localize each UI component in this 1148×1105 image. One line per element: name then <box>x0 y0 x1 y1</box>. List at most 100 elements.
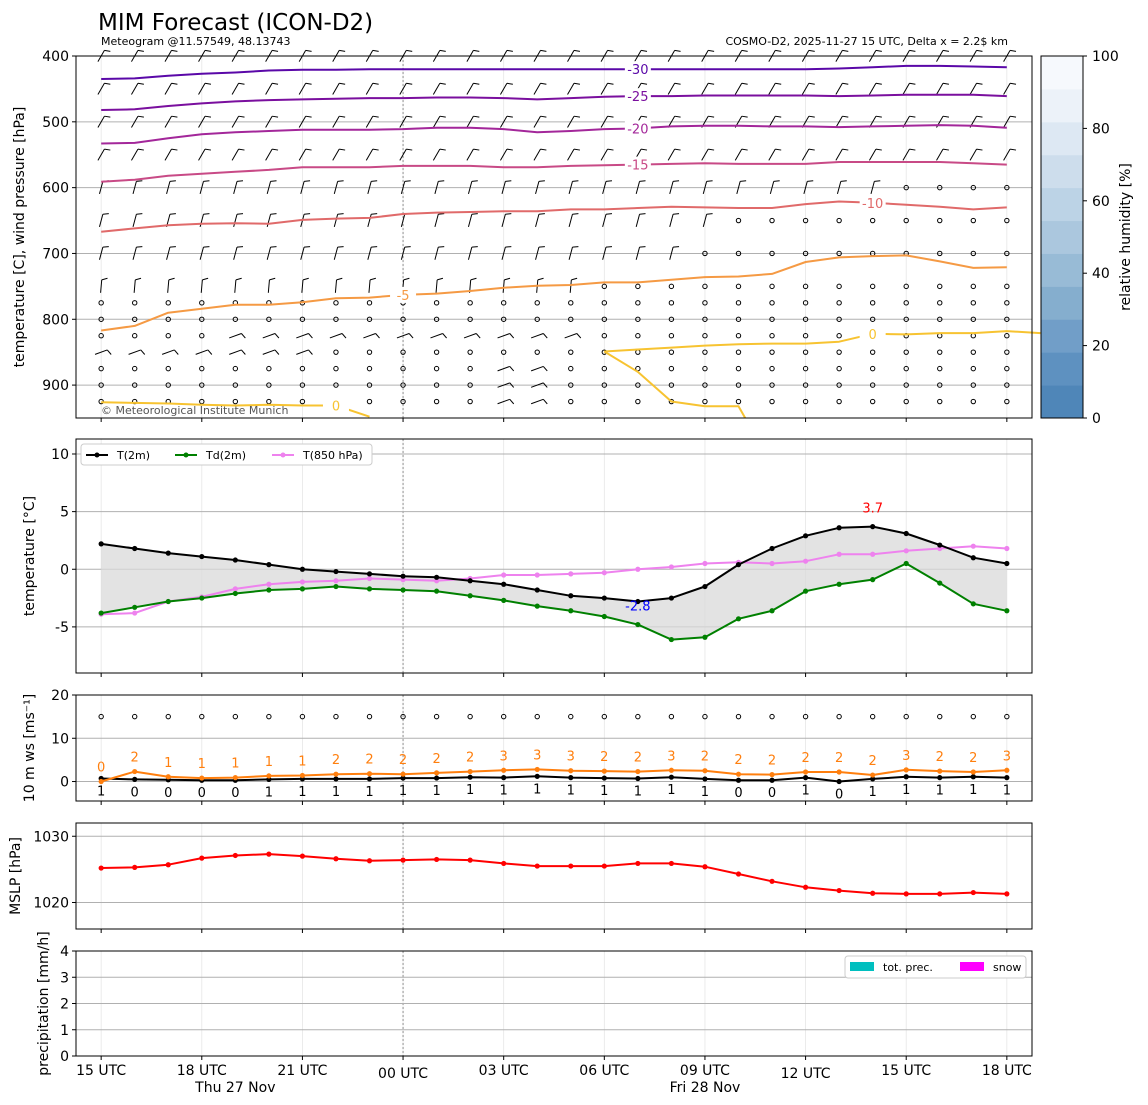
wind-direction-marker <box>836 713 842 720</box>
wind-barb-feather <box>304 180 311 182</box>
gust-value-label: 2 <box>432 752 440 767</box>
legend-label: T(850 hPa) <box>302 449 363 462</box>
wind-barb-shaft <box>497 382 510 388</box>
wind-barb-feather <box>438 213 445 215</box>
wind-barb-shaft <box>870 181 875 195</box>
colorbar-segment <box>1041 352 1083 386</box>
wind-barb <box>329 333 347 339</box>
wind-barb <box>128 349 146 355</box>
wind-barb <box>669 213 680 227</box>
wind-series-point <box>534 766 540 773</box>
calm-wind-marker <box>836 250 842 257</box>
calm-wind-marker <box>299 398 306 405</box>
wind-barb-feather <box>140 349 146 355</box>
calm-wind-marker <box>568 398 574 405</box>
wind-barb-shaft <box>467 214 473 227</box>
wind-direction-marker <box>601 713 608 720</box>
wind-barb-shaft <box>564 333 578 339</box>
wind-barb-feather <box>375 333 380 339</box>
wind-barb <box>367 246 378 260</box>
isotherm-line <box>101 64 1007 80</box>
series-point <box>635 566 641 572</box>
calm-wind-marker <box>467 316 473 322</box>
wind-barb-feather <box>909 148 916 151</box>
y-tick-label: 5 <box>60 505 69 521</box>
wind-barb-shaft <box>166 247 171 260</box>
wind-series-point <box>836 778 842 785</box>
series-point <box>836 525 842 531</box>
wind-barb <box>161 349 179 355</box>
wind-series-point <box>735 777 742 783</box>
wind-barb-feather <box>572 246 579 248</box>
calm-wind-marker <box>802 283 809 290</box>
calm-wind-marker <box>668 333 675 339</box>
series-point <box>366 571 373 577</box>
calm-wind-marker <box>132 382 138 388</box>
calm-wind-marker <box>1004 349 1010 355</box>
calm-wind-marker <box>165 316 171 322</box>
calm-wind-marker <box>433 382 440 388</box>
wind-barb-shaft <box>702 181 708 195</box>
calm-wind-marker <box>702 349 708 355</box>
wind-barb <box>265 82 279 95</box>
wind-barb-feather <box>542 382 548 388</box>
wind-barb-shaft <box>936 83 944 95</box>
legend-swatch <box>960 962 984 971</box>
wind-barb-shaft <box>262 349 276 355</box>
wind-barb-shaft <box>131 83 139 95</box>
speed-value-label: 1 <box>600 784 608 799</box>
wind-barb-shaft <box>432 83 441 95</box>
wind-barb <box>231 115 245 128</box>
wind-barb-shaft <box>466 148 474 161</box>
wind-barb <box>902 82 916 95</box>
wind-barb <box>567 82 581 95</box>
wind-barb-feather <box>339 115 346 118</box>
wind-series-point <box>668 767 675 773</box>
wind-series-point <box>366 776 373 782</box>
wind-barb-shaft <box>333 214 339 227</box>
wind-barb-feather <box>473 148 480 151</box>
calm-wind-marker <box>903 184 909 191</box>
y-tick-label: 2 <box>60 997 69 1013</box>
calm-wind-marker <box>903 398 909 405</box>
wind-barb-feather <box>875 82 882 85</box>
wind-barb <box>530 398 548 405</box>
calm-wind-marker <box>836 398 842 405</box>
calm-wind-marker <box>400 382 406 388</box>
wind-barb-shaft <box>233 247 238 260</box>
calm-wind-marker <box>702 382 708 388</box>
calm-wind-marker <box>735 300 742 306</box>
wind-series-point <box>702 776 708 782</box>
wind-barb-shaft <box>568 247 573 260</box>
y-tick-label: 1020 <box>33 896 69 912</box>
calm-wind-marker <box>433 398 440 405</box>
wind-barb <box>267 277 276 293</box>
calm-wind-marker <box>937 184 943 191</box>
mslp-point <box>366 858 373 864</box>
wind-barb-shaft <box>266 214 272 227</box>
series-point <box>568 608 574 614</box>
wind-barb-feather <box>270 180 277 182</box>
wind-barb-shaft <box>501 247 506 260</box>
wind-barb-shaft <box>229 349 242 355</box>
gust-value-label: 2 <box>466 751 474 766</box>
wind-barb <box>1003 115 1017 128</box>
wind-barb <box>669 246 680 260</box>
wind-barb <box>502 277 511 293</box>
calm-wind-marker <box>165 333 171 339</box>
wind-barb-shaft <box>229 333 242 339</box>
calm-wind-marker <box>937 217 943 224</box>
series-point <box>970 555 976 561</box>
wind-barb-shaft <box>334 279 338 293</box>
wind-barb <box>701 82 715 95</box>
wind-barb-feather <box>305 49 312 52</box>
wind-barb <box>868 82 882 95</box>
panel-frame <box>75 822 1033 930</box>
calm-wind-marker <box>1004 300 1010 306</box>
mslp-point <box>668 860 675 867</box>
wind-series-point <box>98 778 104 785</box>
wind-barb-shaft <box>199 181 204 195</box>
wind-barb-feather <box>842 115 849 118</box>
calm-wind-marker <box>802 333 809 339</box>
legend-swatch <box>850 962 874 971</box>
